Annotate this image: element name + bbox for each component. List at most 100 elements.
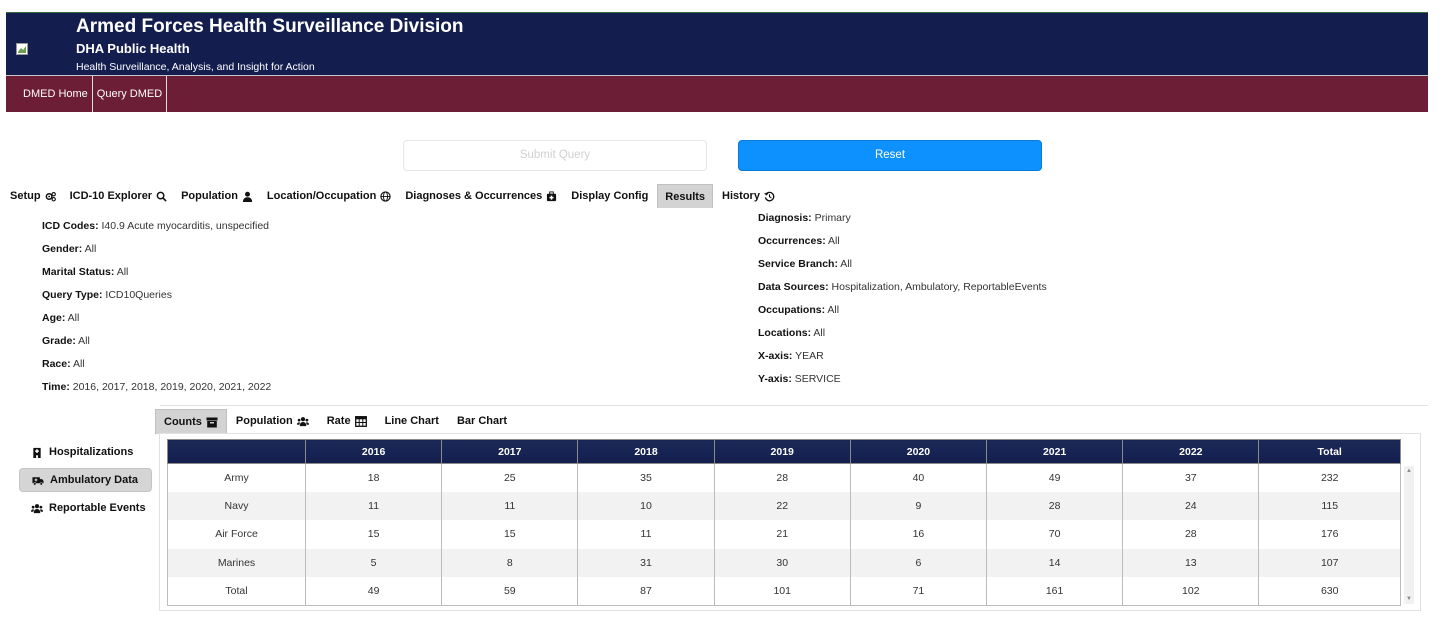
- summary-locations: Locations: All: [758, 322, 1047, 345]
- summary-time: Time: 2016, 2017, 2018, 2019, 2020, 2021…: [42, 376, 271, 399]
- tab-icd10-explorer[interactable]: ICD-10 Explorer: [65, 184, 173, 208]
- results-view-tabs: Counts Population Rate Line Chart Bar Ch…: [155, 409, 516, 434]
- summary-label: X-axis:: [758, 350, 793, 362]
- broken-image-logo-icon: [16, 42, 28, 55]
- table-cell: 102: [1122, 577, 1260, 606]
- tab-results[interactable]: Results: [657, 184, 714, 208]
- table-cell: 18: [304, 463, 443, 492]
- column-header[interactable]: Total: [1258, 439, 1401, 464]
- table-cell: 16: [849, 520, 988, 549]
- table-cell: 59: [441, 577, 579, 606]
- query-summary-right: Diagnosis: Primary Occurrences: All Serv…: [758, 207, 1047, 391]
- tab-label: Population: [181, 190, 238, 202]
- results-divider: [160, 405, 1428, 406]
- summary-occurrences: Occurrences: All: [758, 230, 1047, 253]
- table-cell: 161: [986, 577, 1124, 606]
- table-cell: 10: [577, 491, 715, 521]
- table-cell: 87: [577, 577, 715, 606]
- table-cell: 11: [441, 491, 579, 521]
- column-header[interactable]: 2019: [713, 439, 851, 464]
- summary-label: Time:: [42, 381, 70, 393]
- subtab-line-chart[interactable]: Line Chart: [376, 409, 448, 434]
- side-item-ambulatory-data[interactable]: Ambulatory Data: [19, 468, 152, 492]
- nav-query-dmed[interactable]: Query DMED: [93, 76, 168, 112]
- results-table-container: 2016 2017 2018 2019 2020 2021 2022 Total…: [159, 433, 1421, 611]
- table-cell: 630: [1258, 577, 1401, 606]
- site-tagline: Health Surveillance, Analysis, and Insig…: [76, 61, 315, 73]
- subtab-rate[interactable]: Rate: [318, 409, 376, 434]
- subtab-population[interactable]: Population: [227, 409, 318, 434]
- subtab-counts[interactable]: Counts: [155, 409, 227, 434]
- table-scrollbar[interactable]: ▲ ▼: [1404, 466, 1414, 604]
- side-item-reportable-events[interactable]: Reportable Events: [19, 496, 152, 520]
- table-cell: 28: [1122, 520, 1260, 549]
- cogs-icon: [45, 191, 56, 201]
- summary-value: All: [811, 327, 826, 339]
- summary-value: SERVICE: [791, 373, 841, 385]
- table-cell: 49: [986, 463, 1124, 492]
- summary-race: Race: All: [42, 353, 271, 376]
- summary-value: Primary: [811, 212, 851, 224]
- archive-icon: [206, 417, 218, 427]
- reset-button[interactable]: Reset: [738, 140, 1042, 171]
- table-icon: [354, 416, 367, 427]
- summary-value: 2016, 2017, 2018, 2019, 2020, 2021, 2022: [69, 381, 272, 393]
- subtab-bar-chart[interactable]: Bar Chart: [448, 409, 516, 434]
- summary-x-axis: X-axis: YEAR: [758, 345, 1047, 368]
- globe-icon: [380, 190, 392, 202]
- column-header[interactable]: 2022: [1122, 439, 1260, 464]
- summary-value: All: [837, 258, 852, 270]
- summary-y-axis: Y-axis: SERVICE: [758, 368, 1047, 391]
- tab-label: Location/Occupation: [266, 190, 377, 202]
- summary-label: Diagnosis:: [758, 212, 812, 224]
- side-item-label: Ambulatory Data: [50, 474, 139, 486]
- side-item-hospitalizations[interactable]: Hospitalizations: [19, 440, 152, 464]
- table-cell: 115: [1258, 491, 1401, 521]
- table-cell: 40: [849, 463, 988, 492]
- summary-value: All: [65, 312, 80, 324]
- subtab-label: Bar Chart: [456, 415, 508, 427]
- summary-grade: Grade: All: [42, 330, 271, 353]
- column-header[interactable]: 2020: [849, 439, 988, 464]
- summary-label: Locations:: [758, 327, 812, 339]
- column-header[interactable]: 2021: [986, 439, 1124, 464]
- submit-query-button[interactable]: Submit Query: [403, 140, 707, 171]
- column-header[interactable]: [167, 439, 306, 464]
- table-row: Army 18 25 35 28 40 49 37 232: [167, 463, 1401, 492]
- scroll-up-arrow-icon[interactable]: ▲: [1406, 468, 1412, 474]
- column-header[interactable]: 2016: [304, 439, 443, 464]
- side-item-label: Hospitalizations: [49, 446, 134, 458]
- scroll-down-arrow-icon[interactable]: ▼: [1406, 596, 1412, 602]
- table-cell: 15: [304, 520, 443, 549]
- table-cell: 232: [1258, 463, 1401, 492]
- summary-label: Service Branch:: [758, 258, 838, 270]
- table-cell: 15: [441, 520, 579, 549]
- nav-dmed-home[interactable]: DMED Home: [6, 76, 93, 112]
- column-header[interactable]: 2018: [577, 439, 715, 464]
- summary-value: YEAR: [792, 350, 824, 362]
- table-row: Marines 5 8 31 30 6 14 13 107: [167, 548, 1401, 578]
- query-tabs: Setup ICD-10 Explorer Population Locatio…: [5, 184, 780, 208]
- tab-history[interactable]: History: [717, 184, 780, 208]
- tab-setup[interactable]: Setup: [5, 184, 61, 208]
- user-icon: [242, 191, 253, 202]
- table-cell: 49: [304, 577, 443, 606]
- column-header[interactable]: 2017: [441, 439, 579, 464]
- summary-label: Occurrences:: [758, 235, 826, 247]
- subtab-label: Rate: [326, 415, 351, 427]
- subtab-label: Counts: [164, 415, 202, 428]
- data-source-menu: Hospitalizations Ambulatory Data Reporta…: [19, 440, 152, 524]
- row-label: Air Force: [167, 520, 306, 549]
- tab-diagnoses-occurrences[interactable]: Diagnoses & Occurrences: [400, 184, 562, 208]
- summary-value: All: [75, 335, 90, 347]
- tab-display-config[interactable]: Display Config: [566, 184, 653, 208]
- table-header-row: 2016 2017 2018 2019 2020 2021 2022 Total: [167, 439, 1401, 464]
- row-label: Total: [167, 577, 306, 606]
- tab-population[interactable]: Population: [176, 184, 258, 208]
- summary-gender: Gender: All: [42, 238, 271, 261]
- table-cell: 8: [441, 548, 579, 578]
- tab-location-occupation[interactable]: Location/Occupation: [262, 184, 396, 208]
- tab-label: Diagnoses & Occurrences: [405, 190, 543, 202]
- summary-value: ICD10Queries: [102, 289, 172, 301]
- table-row-total: Total 49 59 87 101 71 161 102 630: [167, 577, 1401, 606]
